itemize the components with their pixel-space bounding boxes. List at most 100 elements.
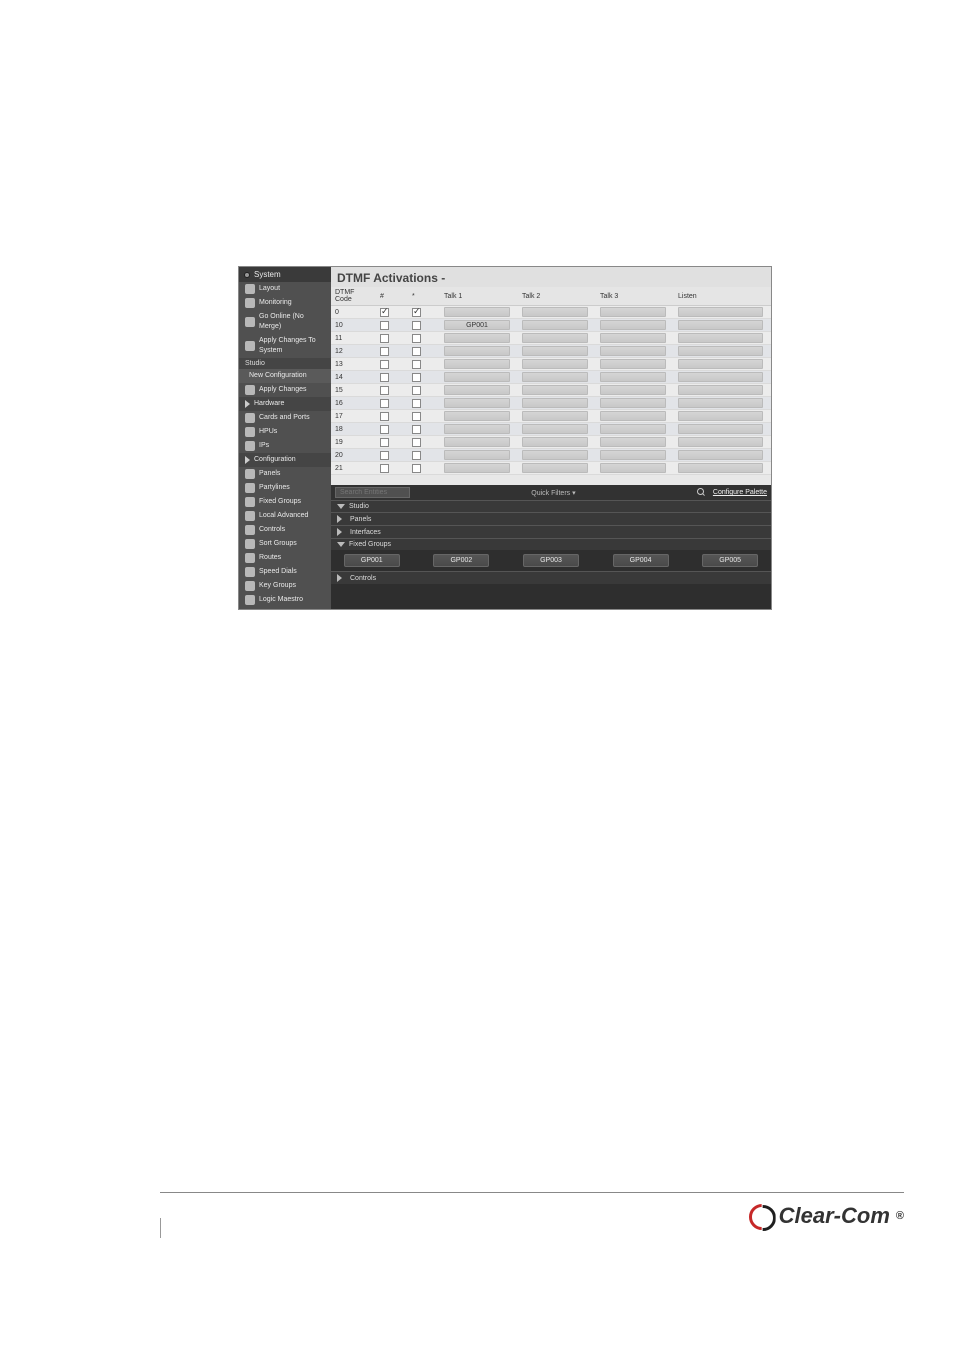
table-row[interactable]: 17 <box>331 410 771 423</box>
table-row[interactable]: 0 <box>331 306 771 319</box>
cell-talk3[interactable] <box>596 423 674 436</box>
group-chip[interactable]: GP003 <box>523 554 579 567</box>
checkbox-icon[interactable] <box>412 399 421 408</box>
cell-talk3[interactable] <box>596 371 674 384</box>
palette-section-fixed-groups[interactable]: Fixed Groups <box>331 538 771 550</box>
sidebar-item-new-config[interactable]: New Configuration <box>239 369 331 383</box>
sidebar-item-local-advanced[interactable]: Local Advanced <box>239 509 331 523</box>
group-chip[interactable]: GP005 <box>702 554 758 567</box>
cell-talk1[interactable]: GP001 <box>440 319 518 332</box>
cell-star[interactable] <box>408 449 440 462</box>
cell-star[interactable] <box>408 397 440 410</box>
table-row[interactable]: 20 <box>331 449 771 462</box>
checkbox-icon[interactable] <box>412 334 421 343</box>
cell-star[interactable] <box>408 410 440 423</box>
cell-star[interactable] <box>408 371 440 384</box>
checkbox-icon[interactable] <box>412 386 421 395</box>
quick-filters[interactable]: Quick Filters ▾ <box>416 489 691 497</box>
cell-talk1[interactable] <box>440 384 518 397</box>
cell-hash[interactable] <box>376 345 408 358</box>
cell-talk3[interactable] <box>596 384 674 397</box>
cell-talk1[interactable] <box>440 345 518 358</box>
cell-star[interactable] <box>408 384 440 397</box>
cell-talk3[interactable] <box>596 319 674 332</box>
cell-hash[interactable] <box>376 371 408 384</box>
sidebar-item-speed-dials[interactable]: Speed Dials <box>239 565 331 579</box>
cell-talk2[interactable] <box>518 371 596 384</box>
cell-talk2[interactable] <box>518 449 596 462</box>
cell-talk1[interactable] <box>440 371 518 384</box>
cell-talk1[interactable] <box>440 306 518 319</box>
checkbox-icon[interactable] <box>380 373 389 382</box>
table-row[interactable]: 16 <box>331 397 771 410</box>
cell-listen[interactable] <box>674 358 771 371</box>
checkbox-icon[interactable] <box>412 438 421 447</box>
cell-talk3[interactable] <box>596 345 674 358</box>
checkbox-icon[interactable] <box>412 321 421 330</box>
cell-talk2[interactable] <box>518 410 596 423</box>
cell-talk1[interactable] <box>440 397 518 410</box>
cell-talk2[interactable] <box>518 319 596 332</box>
cell-listen[interactable] <box>674 410 771 423</box>
sidebar-section-hardware[interactable]: Hardware <box>239 397 331 411</box>
col-talk2[interactable]: Talk 2 <box>518 287 596 306</box>
cell-listen[interactable] <box>674 436 771 449</box>
configure-palette-link[interactable]: Configure Palette <box>713 489 767 496</box>
col-star[interactable]: * <box>408 287 440 306</box>
cell-star[interactable] <box>408 462 440 475</box>
palette-section-controls[interactable]: Controls <box>331 571 771 584</box>
col-talk3[interactable]: Talk 3 <box>596 287 674 306</box>
cell-talk1[interactable] <box>440 436 518 449</box>
cell-talk3[interactable] <box>596 462 674 475</box>
cell-star[interactable] <box>408 319 440 332</box>
cell-hash[interactable] <box>376 332 408 345</box>
table-row[interactable]: 18 <box>331 423 771 436</box>
sidebar-item-ips[interactable]: IPs <box>239 439 331 453</box>
group-chip[interactable]: GP004 <box>613 554 669 567</box>
sidebar-item-fixed-groups[interactable]: Fixed Groups <box>239 495 331 509</box>
checkbox-icon[interactable] <box>380 464 389 473</box>
checkbox-icon[interactable] <box>380 438 389 447</box>
cell-talk2[interactable] <box>518 332 596 345</box>
checkbox-icon[interactable] <box>380 347 389 356</box>
cell-talk2[interactable] <box>518 397 596 410</box>
cell-talk3[interactable] <box>596 332 674 345</box>
palette-section-studio[interactable]: Studio <box>331 500 771 512</box>
cell-listen[interactable] <box>674 345 771 358</box>
sidebar-item-routes[interactable]: Routes <box>239 551 331 565</box>
checkbox-icon[interactable] <box>380 360 389 369</box>
sidebar-section-configuration[interactable]: Configuration <box>239 453 331 467</box>
cell-talk2[interactable] <box>518 306 596 319</box>
cell-talk1[interactable] <box>440 449 518 462</box>
col-dtmf-code[interactable]: DTMF Code <box>331 287 376 306</box>
cell-listen[interactable] <box>674 332 771 345</box>
cell-listen[interactable] <box>674 449 771 462</box>
cell-hash[interactable] <box>376 319 408 332</box>
cell-listen[interactable] <box>674 397 771 410</box>
checkbox-icon[interactable] <box>412 425 421 434</box>
cell-talk2[interactable] <box>518 345 596 358</box>
cell-hash[interactable] <box>376 410 408 423</box>
search-icon[interactable] <box>697 488 707 498</box>
cell-talk2[interactable] <box>518 358 596 371</box>
cell-listen[interactable] <box>674 371 771 384</box>
col-listen[interactable]: Listen <box>674 287 771 306</box>
checkbox-icon[interactable] <box>380 425 389 434</box>
checkbox-icon[interactable] <box>380 334 389 343</box>
cell-hash[interactable] <box>376 449 408 462</box>
group-chip[interactable]: GP002 <box>433 554 489 567</box>
cell-hash[interactable] <box>376 462 408 475</box>
cell-hash[interactable] <box>376 423 408 436</box>
cell-star[interactable] <box>408 436 440 449</box>
sidebar-item-layout[interactable]: Layout <box>239 282 331 296</box>
checkbox-icon[interactable] <box>412 451 421 460</box>
sidebar-item-cards-ports[interactable]: Cards and Ports <box>239 411 331 425</box>
cell-listen[interactable] <box>674 384 771 397</box>
sidebar-item-apply-system[interactable]: Apply Changes To System <box>239 334 331 358</box>
cell-star[interactable] <box>408 358 440 371</box>
checkbox-icon[interactable] <box>412 373 421 382</box>
sidebar-item-controls[interactable]: Controls <box>239 523 331 537</box>
cell-hash[interactable] <box>376 306 408 319</box>
sidebar-item-key-groups[interactable]: Key Groups <box>239 579 331 593</box>
table-row[interactable]: 12 <box>331 345 771 358</box>
